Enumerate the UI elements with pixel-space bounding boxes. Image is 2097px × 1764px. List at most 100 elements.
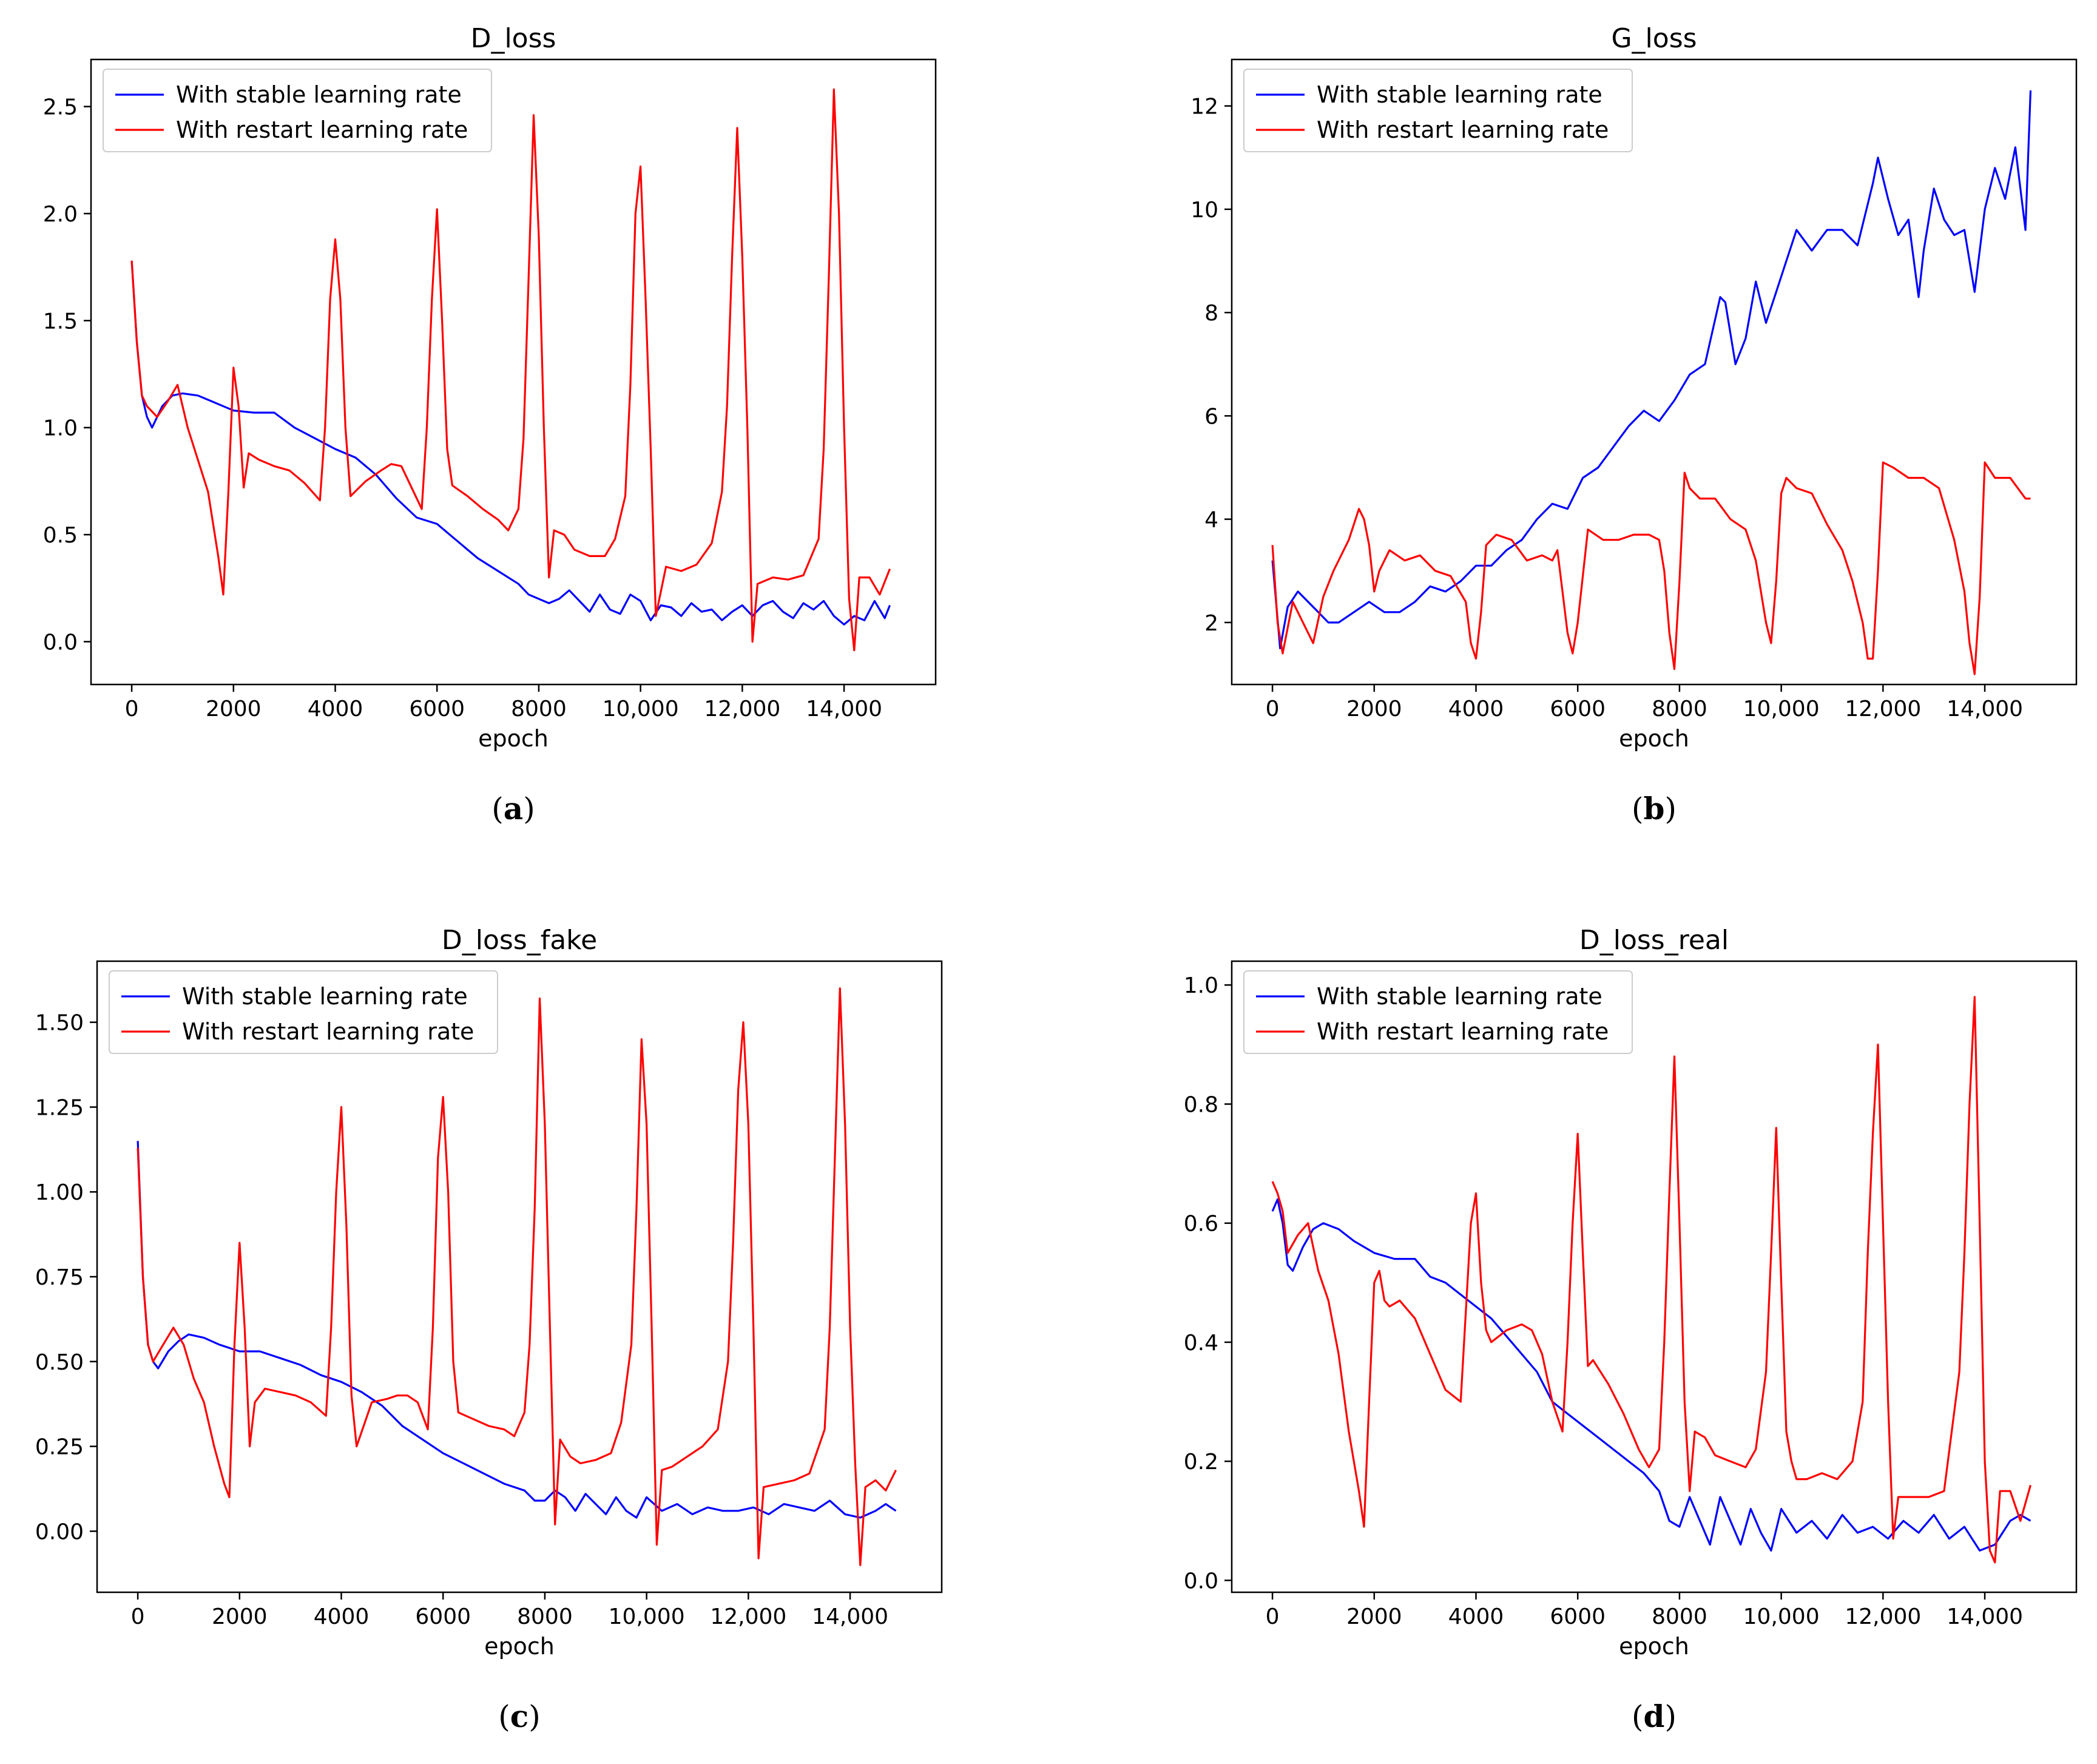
- x-tick-label: 0: [1266, 697, 1280, 721]
- y-tick-label: 0.0: [43, 630, 78, 655]
- panel-caption: (c): [498, 1698, 540, 1734]
- chart-title: D_loss_fake: [442, 925, 597, 956]
- legend-label-stable: With stable learning rate: [1317, 81, 1602, 108]
- series-line-restart: [130, 88, 891, 652]
- y-tick-label: 0.00: [35, 1519, 84, 1544]
- y-tick-label: 2.5: [43, 95, 78, 120]
- plot-frame: [1231, 960, 2078, 1593]
- x-tick-label: 0: [125, 697, 139, 721]
- y-tick-label: 2.0: [43, 202, 78, 227]
- x-tick-label: 12,000: [710, 1604, 786, 1629]
- legend-box: [1243, 69, 1633, 152]
- legend-label-stable: With stable learning rate: [1317, 983, 1602, 1010]
- y-tick-label: 1.0: [1184, 973, 1218, 998]
- legend-label-stable: With stable learning rate: [176, 81, 462, 108]
- x-tick-label: 12,000: [1845, 697, 1921, 721]
- x-tick-label: 8000: [511, 697, 567, 721]
- x-tick-label: 10,000: [603, 697, 679, 721]
- y-tick-label: 1.25: [35, 1095, 84, 1120]
- y-tick-label: 1.00: [35, 1180, 84, 1205]
- y-tick-label: 0.75: [35, 1265, 84, 1290]
- chart-panel-b: 0 2000 4000 6000 8000 10,000 12,000 14,000 2 4 6 8 1…: [1190, 23, 2078, 826]
- x-tick-label: 10,000: [609, 1604, 685, 1629]
- x-axis-label: epoch: [1619, 1633, 1689, 1660]
- x-tick-label: 8000: [1652, 1604, 1707, 1629]
- panel-caption: (d): [1632, 1698, 1677, 1734]
- y-tick-label: 0.2: [1184, 1450, 1218, 1475]
- y-tick-label: 0.6: [1184, 1212, 1218, 1237]
- legend-label-stable: With stable learning rate: [182, 983, 468, 1010]
- x-tick-label: 14,000: [806, 697, 882, 721]
- x-tick-label: 4000: [314, 1604, 370, 1629]
- x-tick-label: 8000: [1652, 697, 1707, 721]
- series-line-stable: [1271, 1198, 2031, 1552]
- legend: With stable learning rate With restart le…: [1243, 970, 1633, 1054]
- series-line-stable: [137, 1141, 897, 1519]
- series-line-stable: [1271, 90, 2032, 649]
- x-tick-label: 4000: [1448, 697, 1504, 721]
- legend-label-restart: With restart learning rate: [1317, 1018, 1609, 1045]
- x-tick-label: 2000: [1346, 1604, 1402, 1629]
- chart-title: D_loss: [471, 23, 556, 54]
- x-tick-label: 4000: [308, 697, 363, 721]
- chart-panel-d: 0 2000 4000 6000 8000 10,000 12,000 14,000 0.0 0.…: [1184, 925, 2078, 1734]
- legend-box: [109, 970, 498, 1054]
- x-tick-label: 0: [131, 1604, 145, 1629]
- x-tick-label: 12,000: [1845, 1604, 1921, 1629]
- x-tick-label: 6000: [1550, 697, 1606, 721]
- x-axis-label: epoch: [1619, 725, 1689, 752]
- x-tick-label: 4000: [1448, 1604, 1504, 1629]
- panel-caption: (b): [1632, 791, 1677, 826]
- y-tick-label: 0.4: [1184, 1331, 1218, 1356]
- x-tick-label: 14,000: [1947, 697, 2023, 721]
- legend-box: [103, 69, 492, 152]
- y-tick-label: 4: [1204, 508, 1218, 533]
- x-tick-label: 6000: [415, 1604, 471, 1629]
- x-tick-label: 2000: [206, 697, 262, 721]
- y-tick-label: 1.5: [43, 309, 78, 334]
- legend: With stable learning rate With restart le…: [103, 69, 492, 152]
- series-line-restart: [1271, 461, 2031, 675]
- x-tick-label: 14,000: [812, 1604, 888, 1629]
- y-tick-label: 0.5: [43, 523, 78, 548]
- legend-label-restart: With restart learning rate: [176, 117, 468, 143]
- x-tick-label: 0: [1266, 1604, 1280, 1629]
- x-tick-label: 14,000: [1947, 1604, 2023, 1629]
- x-tick-label: 10,000: [1743, 1604, 1820, 1629]
- y-tick-label: 1.50: [35, 1011, 84, 1036]
- y-tick-label: 0.0: [1184, 1569, 1218, 1593]
- series-line-restart: [1271, 996, 2032, 1564]
- chart-title: G_loss: [1611, 23, 1697, 54]
- x-tick-label: 6000: [409, 697, 465, 721]
- chart-panel-c: 0 2000 4000 6000 8000 10,000 12,000 14,000 0.00 0…: [35, 925, 943, 1734]
- y-tick-label: 2: [1204, 611, 1218, 636]
- series-line-restart: [137, 987, 897, 1566]
- plot-frame: [1231, 58, 2078, 686]
- legend-label-restart: With restart learning rate: [182, 1018, 474, 1045]
- x-tick-label: 10,000: [1743, 697, 1820, 721]
- x-axis-label: epoch: [484, 1633, 555, 1660]
- x-axis-label: epoch: [478, 725, 549, 752]
- series-line-stable: [130, 260, 891, 626]
- panel-caption-letter: c: [510, 1698, 528, 1734]
- plot-frame: [90, 58, 937, 686]
- y-tick-label: 6: [1204, 404, 1218, 429]
- legend: With stable learning rate With restart le…: [1243, 69, 1633, 152]
- legend: With stable learning rate With restart le…: [109, 970, 498, 1054]
- chart-title: D_loss_real: [1579, 925, 1729, 956]
- legend-box: [1243, 970, 1633, 1054]
- y-tick-label: 0.25: [35, 1435, 84, 1460]
- y-tick-label: 10: [1190, 198, 1218, 223]
- x-tick-label: 2000: [1346, 697, 1402, 721]
- y-tick-label: 0.8: [1184, 1092, 1218, 1117]
- chart-panel-a: 0 2000 4000 6000 8000 10,000 12,000 14,000 0.0 0.…: [43, 23, 937, 826]
- x-tick-label: 2000: [212, 1604, 268, 1629]
- panel-caption-letter: d: [1644, 1698, 1665, 1734]
- x-tick-label: 6000: [1550, 1604, 1606, 1629]
- y-tick-label: 0.50: [35, 1350, 84, 1375]
- y-tick-label: 8: [1204, 301, 1218, 326]
- y-tick-label: 1.0: [43, 416, 78, 441]
- legend-label-restart: With restart learning rate: [1317, 117, 1609, 143]
